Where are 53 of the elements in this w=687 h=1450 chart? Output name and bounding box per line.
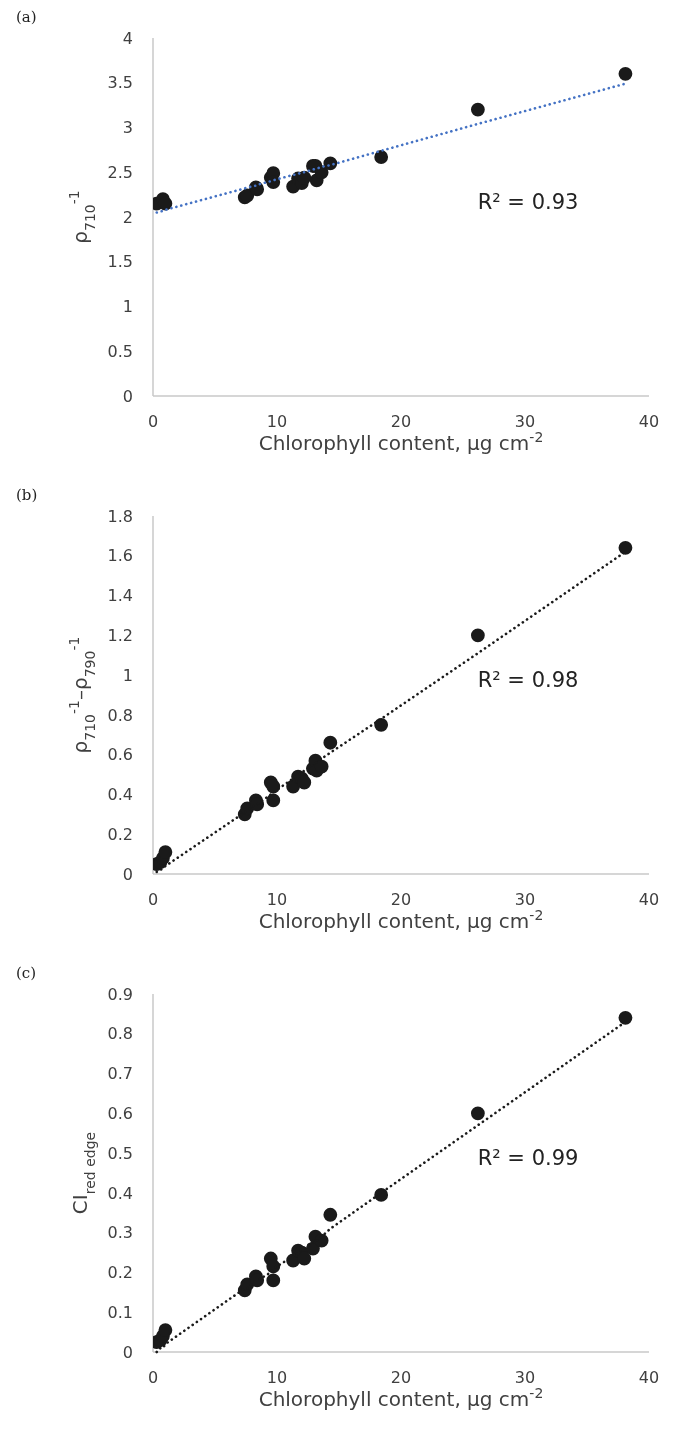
y-tick-label: 0.8	[107, 1024, 133, 1044]
y-tick-label: 0.6	[107, 745, 133, 765]
y-tick-label: 0.2	[107, 824, 133, 844]
y-tick-label: 1	[122, 665, 133, 685]
x-tick-label: 20	[390, 412, 412, 432]
annotation: R² = 0.98	[477, 667, 579, 692]
x-tick-label: 40	[638, 890, 660, 910]
y-tick-label: 1.8	[107, 506, 133, 526]
y-tick-label: 0.3	[107, 1223, 133, 1243]
x-tick-label: 10	[266, 412, 288, 432]
y-tick-label: 2.5	[107, 162, 133, 182]
y-tick-label: 0.2	[107, 1263, 133, 1283]
text: (c)	[16, 964, 37, 982]
x-tick-label: 0	[147, 1368, 159, 1388]
x-tick-label: 10	[266, 1368, 288, 1388]
y-tick-label: 0	[122, 386, 133, 406]
y-tick-label: 0	[122, 1342, 133, 1362]
x-tick-label: 20	[390, 1368, 412, 1388]
y-tick-label: 0	[122, 864, 133, 884]
x-tick-label: 0	[147, 412, 159, 432]
x-axis-title: Chlorophyll content, μg cm$^{-2}$	[258, 1385, 544, 1411]
y-tick-label: 1.6	[107, 546, 133, 566]
y-tick-label: 4	[122, 28, 133, 48]
y-tick-label: 1.4	[107, 586, 133, 606]
x-tick-label: 30	[514, 890, 536, 910]
x-tick-label: 40	[638, 1368, 660, 1388]
y-tick-label: 1.2	[107, 626, 133, 646]
x-tick-label: 40	[638, 412, 660, 432]
y-tick-label: 0.9	[107, 984, 133, 1004]
x-tick-label: 0	[147, 890, 159, 910]
x-axis-title: Chlorophyll content, μg cm$^{-2}$	[258, 907, 544, 933]
text: (b)	[16, 486, 38, 504]
x-tick-label: 30	[514, 1368, 536, 1388]
x-tick-label: 10	[266, 890, 288, 910]
y-tick-label: 0.6	[107, 1104, 133, 1124]
y-tick-label: 2	[122, 207, 133, 227]
y-tick-label: 1.5	[107, 252, 133, 272]
annotation: R² = 0.99	[477, 1145, 579, 1170]
y-tick-label: 0.1	[107, 1302, 133, 1322]
x-tick-label: 30	[514, 412, 536, 432]
y-tick-label: 3	[122, 118, 133, 138]
text: (a)	[16, 8, 37, 26]
x-axis-title: Chlorophyll content, μg cm$^{-2}$	[258, 429, 544, 455]
y-tick-label: 0.4	[107, 785, 133, 805]
y-tick-label: 0.7	[107, 1064, 133, 1084]
y-tick-label: 0.5	[107, 1143, 133, 1163]
y-tick-label: 3.5	[107, 73, 133, 93]
y-tick-label: 0.8	[107, 705, 133, 725]
y-tick-label: 0.4	[107, 1183, 133, 1203]
annotation: R² = 0.93	[477, 189, 579, 214]
x-tick-label: 20	[390, 890, 412, 910]
y-tick-label: 0.5	[107, 341, 133, 361]
y-tick-label: 1	[122, 297, 133, 317]
